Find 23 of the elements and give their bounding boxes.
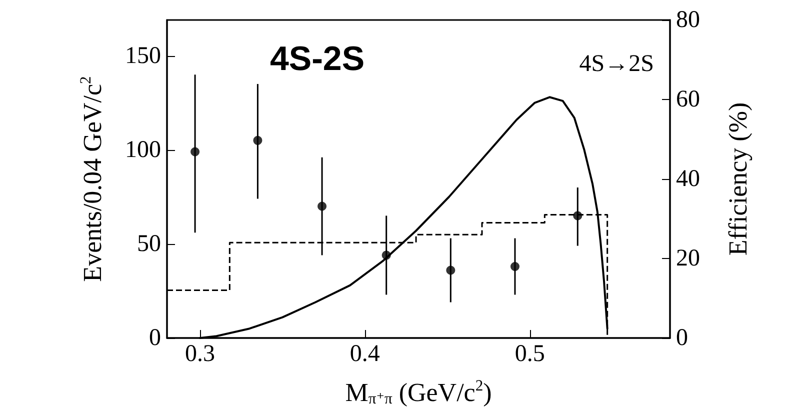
point <box>446 266 456 275</box>
annotation: 4S-2S <box>270 40 364 78</box>
x-tick-label: 0.3 <box>184 341 215 367</box>
y2-tick-label: 0 <box>676 325 688 351</box>
point <box>510 262 520 271</box>
y-tick-label: 0 <box>149 325 161 351</box>
point <box>382 250 391 260</box>
point <box>253 136 262 145</box>
y2-tick-label: 60 <box>676 86 700 112</box>
y2-tick-label: 80 <box>676 7 700 33</box>
annotation: 4S→2S <box>579 51 654 77</box>
y2-tick-label: 20 <box>676 246 700 272</box>
point <box>318 202 327 211</box>
y-tick-label: 50 <box>137 230 161 257</box>
x-tick-label: 0.5 <box>514 341 545 367</box>
y2-tick-label: 40 <box>676 166 700 192</box>
point <box>190 147 200 156</box>
y-tick-label: 100 <box>125 136 161 163</box>
y-axis-title: Events/0.04 GeV/c2 <box>78 76 107 282</box>
y-tick-label: 150 <box>125 42 161 69</box>
point <box>573 211 582 220</box>
x-tick-label: 0.4 <box>350 341 380 367</box>
y2-axis-title: Efficiency (%) <box>724 102 752 256</box>
